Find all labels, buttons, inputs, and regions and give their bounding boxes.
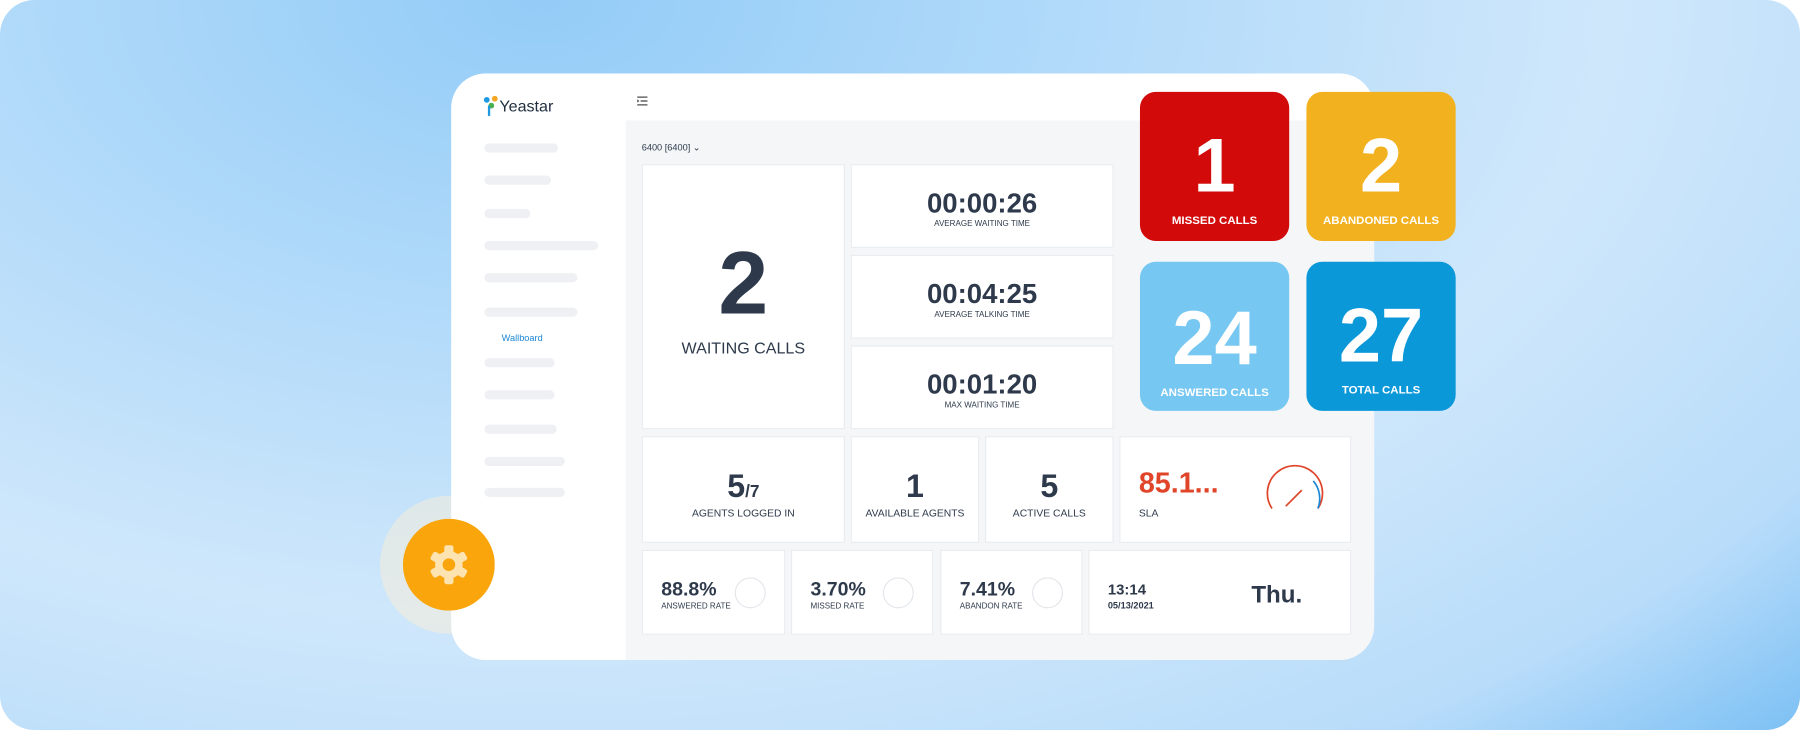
clock-time: 13:14 (1107, 580, 1146, 599)
nav-item[interactable] (484, 273, 578, 283)
nav-item[interactable] (484, 390, 555, 400)
stat-label: ANSWERED CALLS (1160, 386, 1269, 399)
stat-value: 1 (1193, 122, 1236, 208)
sla-value: 85.1... (1138, 467, 1219, 500)
rate-tile: 3.70% MISSED RATE (790, 549, 934, 635)
sla-label: SLA (1138, 507, 1159, 519)
stat-label: MISSED CALLS (1171, 214, 1258, 227)
stat-card: 2 ABANDONED CALLS (1306, 91, 1456, 242)
stat-value: 24 (1172, 294, 1257, 380)
agents-value: 5 (727, 467, 746, 504)
rate-label: ANSWERED RATE (661, 602, 731, 611)
agents-tile: 5/7 AGENTS LOGGED IN (641, 436, 845, 543)
rate-ring (882, 577, 914, 609)
clock-day: Thu. (1251, 581, 1303, 609)
agents-total: /7 (745, 481, 760, 502)
timer-label: MAX WAITING TIME (944, 401, 1020, 410)
timer-tile: 00:01:20 MAX WAITING TIME (850, 345, 1114, 430)
stat-card: 1 MISSED CALLS (1139, 91, 1290, 242)
nav-item[interactable] (484, 241, 599, 251)
settings-button[interactable] (402, 518, 495, 611)
clock-date: 05/13/2021 (1107, 600, 1154, 611)
available-label: AVAILABLE AGENTS (865, 506, 965, 519)
nav-item[interactable] (484, 143, 558, 153)
nav-active[interactable]: Wallboard (501, 332, 543, 344)
waiting-value: 2 (718, 231, 769, 333)
queue-name[interactable]: 6400 [6400] (641, 142, 691, 153)
clock-tile: 13:14 05/13/2021 Thu. (1088, 549, 1352, 635)
timer-label: AVERAGE TALKING TIME (934, 311, 1030, 320)
waiting-tile: 2 WAITING CALLS (641, 164, 845, 430)
timer-label: AVERAGE WAITING TIME (934, 220, 1031, 229)
available-tile: 1 AVAILABLE AGENTS (850, 436, 980, 543)
agents-label: AGENTS LOGGED IN (691, 506, 795, 519)
stat-card: 24 ANSWERED CALLS (1139, 261, 1290, 411)
nav-item[interactable] (484, 456, 565, 467)
nav-item[interactable] (484, 424, 557, 434)
active-label: ACTIVE CALLS (1012, 506, 1086, 519)
logo-icon (483, 95, 498, 116)
timer-value: 00:01:20 (926, 369, 1038, 401)
nav-item[interactable] (484, 307, 578, 317)
nav-item[interactable] (484, 175, 552, 185)
active-tile: 5 ACTIVE CALLS (984, 436, 1114, 543)
rate-value: 3.70% (810, 578, 866, 601)
menu-icon[interactable] (637, 96, 648, 106)
nav-item[interactable] (484, 487, 565, 497)
stat-label: TOTAL CALLS (1341, 383, 1421, 397)
waiting-label: WAITING CALLS (681, 338, 806, 357)
nav-item[interactable] (484, 208, 531, 219)
rate-tile: 88.8% ANSWERED RATE (641, 549, 786, 635)
available-value: 1 (906, 467, 924, 504)
sla-gauge (1266, 464, 1324, 509)
active-value: 5 (1040, 467, 1059, 504)
stat-value: 27 (1338, 292, 1424, 378)
stat-card: 27 TOTAL CALLS (1306, 261, 1456, 411)
rate-tile: 7.41% ABANDON RATE (940, 549, 1083, 635)
timer-tile: 00:04:25 AVERAGE TALKING TIME (850, 254, 1114, 339)
stat-label: ABANDONED CALLS (1322, 214, 1440, 227)
timer-value: 00:04:25 (926, 278, 1038, 310)
rate-value: 7.41% (959, 578, 1016, 601)
sla-tile: 85.1... SLA (1119, 436, 1352, 543)
rate-ring (1032, 577, 1064, 609)
rate-ring (734, 577, 766, 609)
timer-value: 00:00:26 (926, 188, 1038, 220)
queue-selector[interactable]: 6400 [6400] ⌄ (641, 142, 701, 153)
brand: Yeastar (499, 96, 554, 115)
stat-value: 2 (1359, 122, 1403, 208)
rate-label: ABANDON RATE (959, 602, 1023, 611)
timer-tile: 00:00:26 AVERAGE WAITING TIME (850, 164, 1114, 248)
nav-item[interactable] (484, 358, 555, 368)
rate-label: MISSED RATE (810, 602, 865, 611)
rate-value: 88.8% (661, 578, 717, 601)
